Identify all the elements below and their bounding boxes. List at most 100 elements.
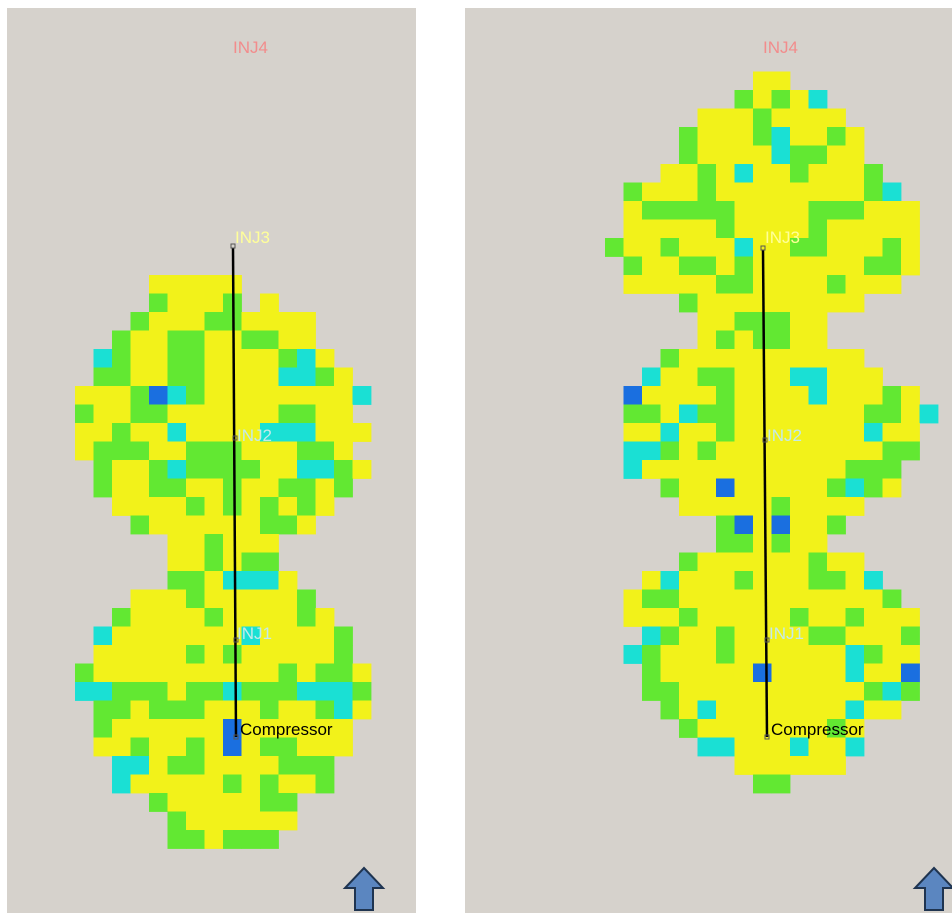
grid-cell	[334, 682, 353, 701]
grid-cell	[278, 626, 298, 646]
grid-cell	[204, 811, 224, 831]
grid-cell	[697, 626, 717, 646]
grid-cell	[315, 460, 335, 479]
grid-cell	[864, 700, 883, 720]
grid-cell	[771, 756, 791, 775]
grid-cell	[623, 182, 643, 202]
grid-cell	[297, 497, 316, 516]
grid-cell	[697, 682, 717, 701]
grid-cell	[753, 441, 772, 461]
grid-cell	[334, 663, 353, 683]
grid-cell	[334, 700, 353, 720]
grid-cell	[112, 404, 131, 424]
grid-cell	[642, 460, 661, 479]
grid-cell	[167, 349, 187, 368]
grid-cell	[130, 312, 150, 331]
grid-cell	[112, 774, 131, 794]
grid-cell	[334, 404, 353, 424]
grid-cell	[808, 219, 828, 239]
grid-cell	[697, 737, 717, 757]
grid-cell	[808, 423, 828, 442]
grid-cell	[882, 238, 902, 257]
grid-cell	[753, 367, 772, 387]
grid-cell	[223, 552, 242, 572]
grid-cell	[864, 663, 883, 683]
grid-cell	[790, 312, 809, 331]
grid-cell	[642, 367, 661, 387]
grid-cell	[771, 312, 791, 331]
grid-cell	[827, 756, 846, 775]
grid-cell	[315, 645, 335, 664]
grid-cell	[864, 423, 883, 442]
grid-cell	[167, 552, 187, 572]
grid-cell	[697, 386, 717, 405]
grid-cell	[297, 719, 316, 738]
grid-cell	[882, 256, 902, 276]
grid-cell	[297, 515, 316, 535]
grid-cell	[771, 164, 791, 183]
grid-cell	[112, 460, 131, 479]
grid-cell	[808, 275, 828, 294]
grid-cell	[734, 645, 754, 664]
grid-cell	[260, 700, 279, 720]
grid-cell	[186, 682, 205, 701]
grid-cell	[808, 127, 828, 146]
grid-cell	[734, 423, 754, 442]
grid-cell	[334, 626, 353, 646]
grid-cell	[204, 552, 224, 572]
grid-cell	[297, 645, 316, 664]
grid-cell	[734, 441, 754, 461]
grid-cell	[204, 682, 224, 701]
grid-cell	[297, 700, 316, 720]
grid-cell	[642, 219, 661, 239]
grid-cell	[334, 441, 353, 461]
grid-cell	[297, 756, 316, 775]
grid-cell	[882, 404, 902, 424]
grid-cell	[845, 700, 865, 720]
grid-cell	[734, 497, 754, 516]
grid-cell	[130, 423, 150, 442]
grid-cell	[679, 626, 698, 646]
grid-cell	[130, 719, 150, 738]
grid-cell	[241, 645, 261, 664]
grid-cell	[679, 719, 698, 738]
grid-cell	[297, 478, 316, 498]
grid-cell	[753, 404, 772, 424]
grid-cell	[241, 700, 261, 720]
grid-cell	[278, 811, 298, 831]
grid-cell	[93, 423, 113, 442]
grid-cell	[734, 127, 754, 146]
grid-cell	[771, 460, 791, 479]
grid-cell	[660, 238, 680, 257]
grid-cell	[186, 645, 205, 664]
grid-cell	[130, 441, 150, 461]
grid-cell	[845, 441, 865, 461]
grid-cell	[297, 682, 316, 701]
grid-cell	[771, 700, 791, 720]
grid-cell	[204, 719, 224, 738]
grid-cell	[623, 589, 643, 609]
grid-cell	[334, 386, 353, 405]
grid-cell	[130, 367, 150, 387]
grid-cell	[204, 404, 224, 424]
grid-cell	[716, 201, 735, 220]
grid-cell	[260, 497, 279, 516]
grid-cell	[734, 182, 754, 202]
grid-cell	[679, 201, 698, 220]
grid-cell	[93, 349, 113, 368]
grid-cell	[167, 756, 187, 775]
grid-cell	[130, 460, 150, 479]
grid-cell	[130, 515, 150, 535]
grid-cell	[352, 700, 372, 720]
grid-cell	[771, 423, 791, 442]
grid-cell	[790, 497, 809, 516]
grid-cell	[790, 219, 809, 239]
grid-cell	[660, 404, 680, 424]
grid-cell	[278, 589, 298, 609]
grid-cell	[149, 497, 168, 516]
grid-cell	[260, 441, 279, 461]
grid-cell	[753, 238, 772, 257]
grid-cell	[882, 460, 902, 479]
grid-cell	[771, 441, 791, 461]
grid-cell	[223, 682, 242, 701]
